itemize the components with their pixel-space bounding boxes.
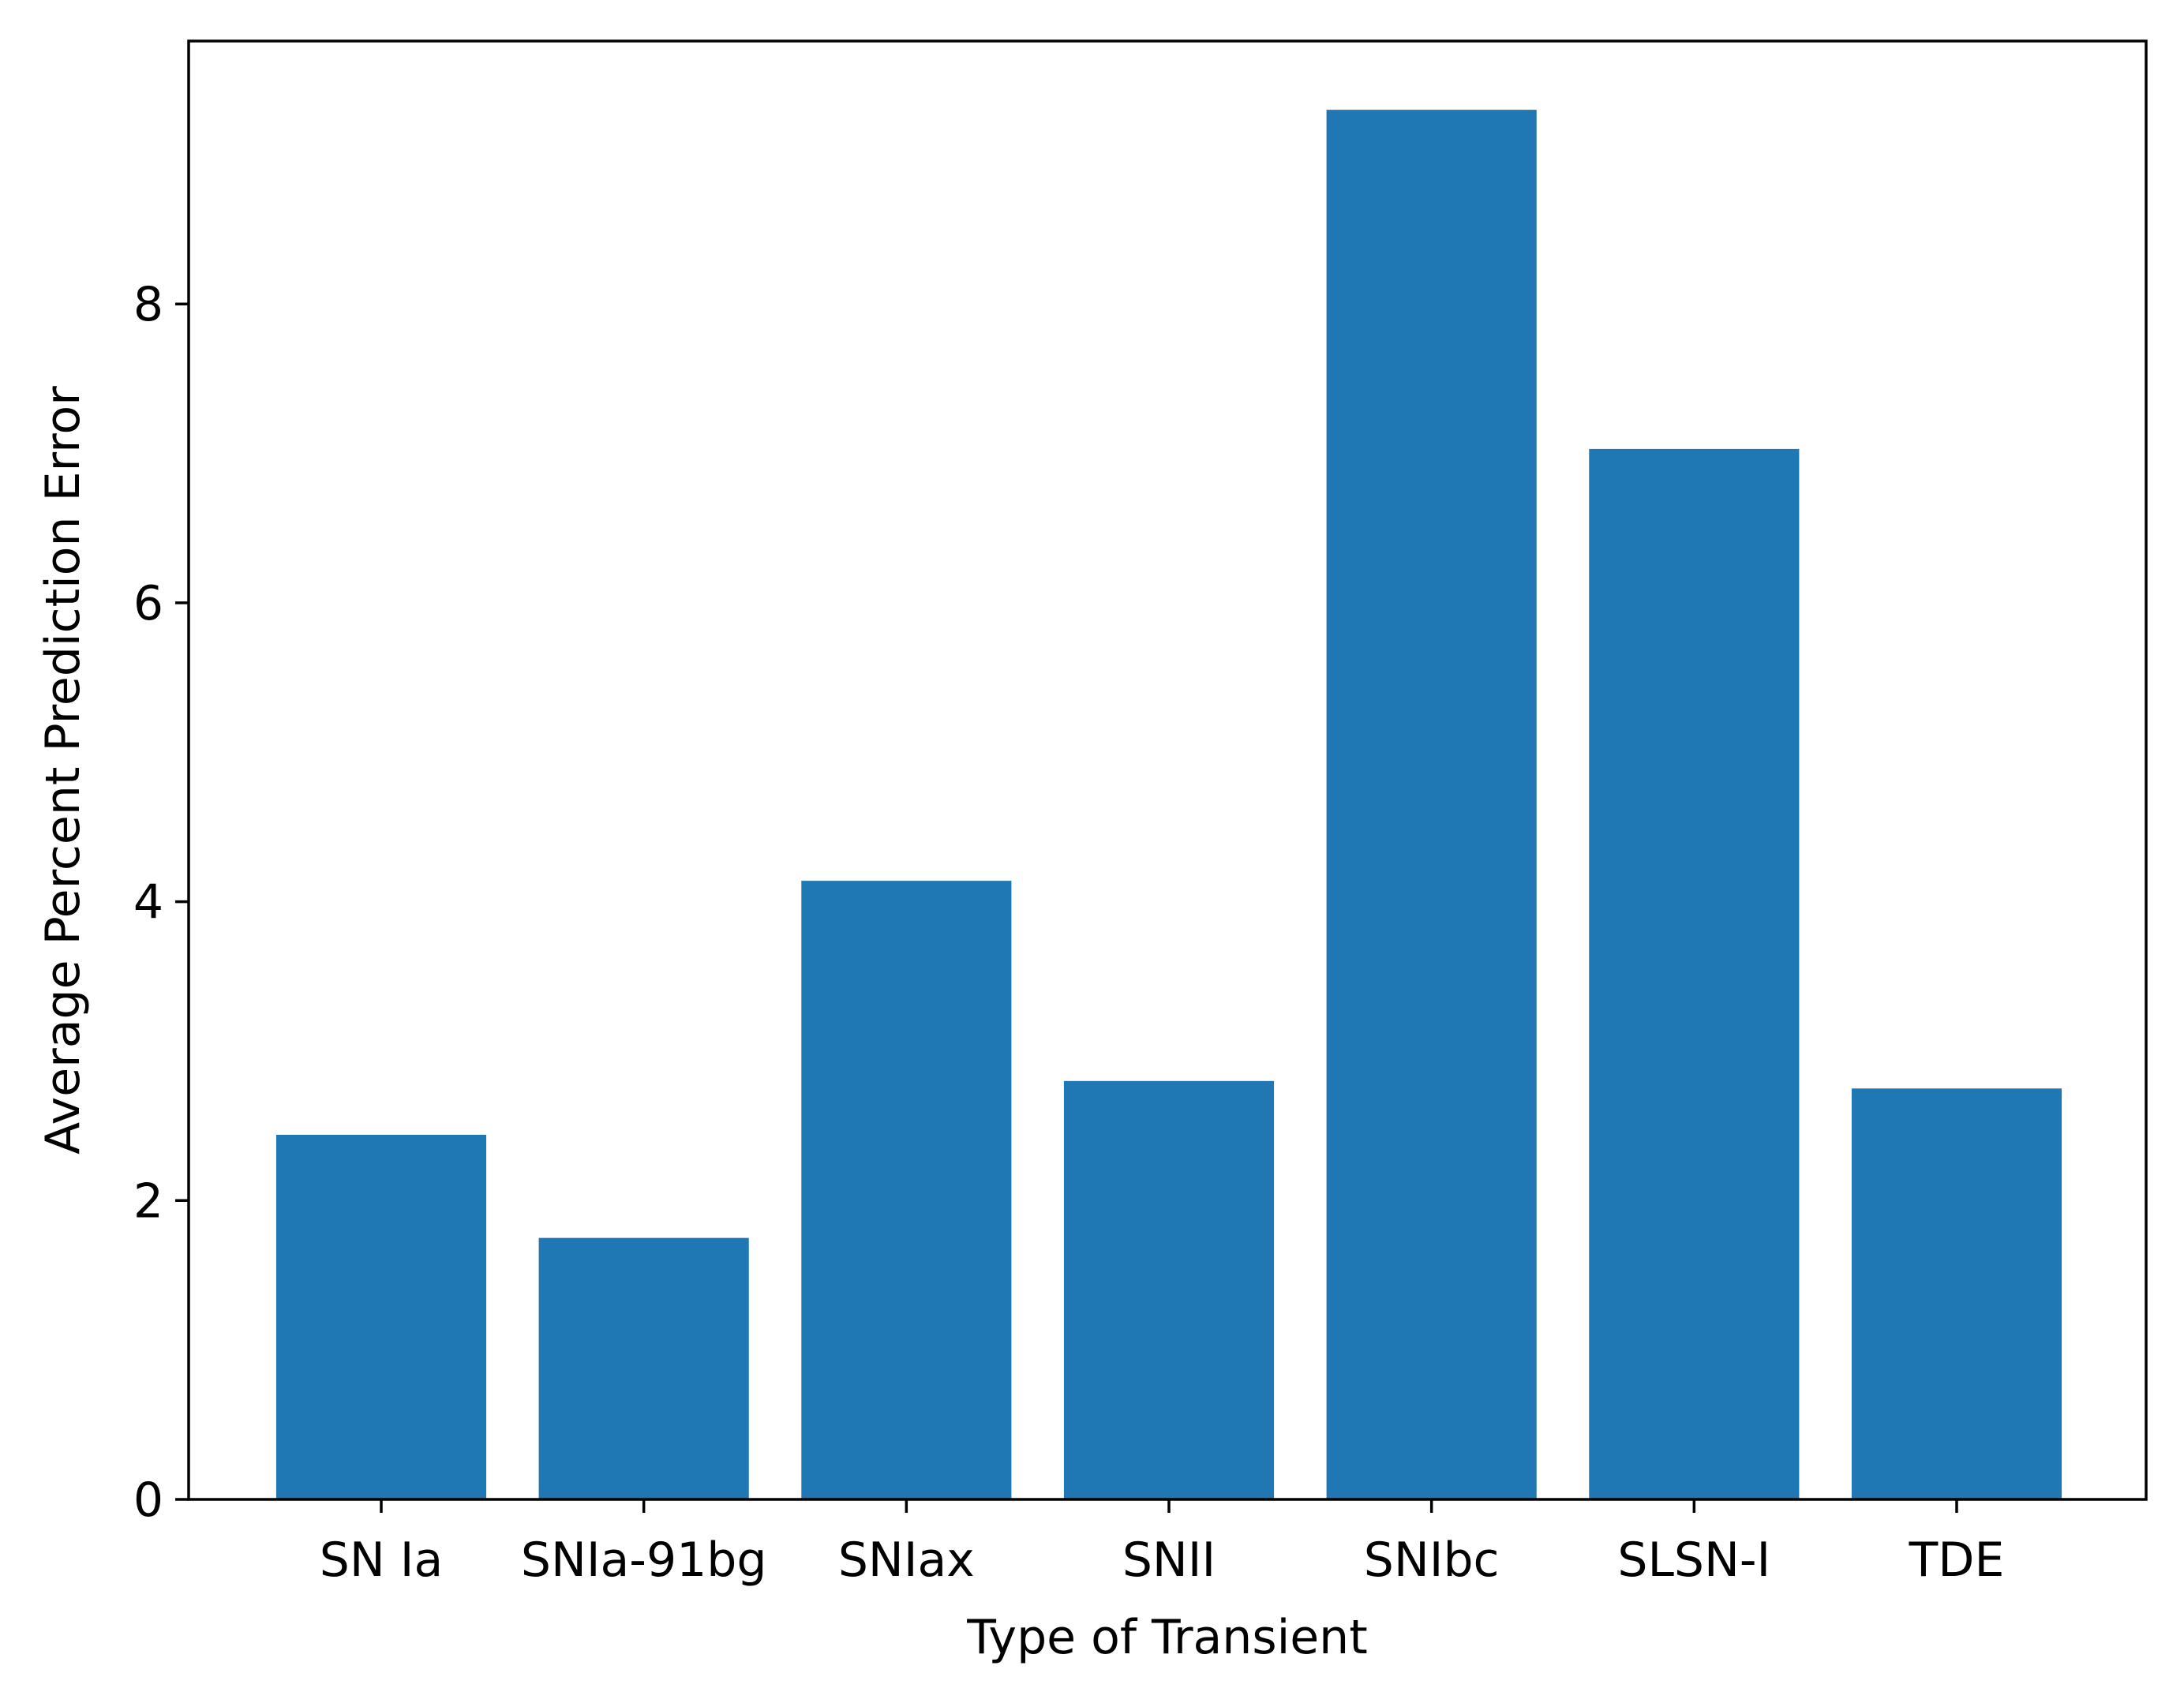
x-tick-label-5: SLSN-I <box>1617 1533 1770 1588</box>
y-tick-label-1: 2 <box>133 1173 163 1229</box>
x-tick-label-3: SNII <box>1122 1533 1216 1588</box>
x-tick-label-2: SNIax <box>838 1533 975 1588</box>
bar-6 <box>1851 1088 2062 1499</box>
bar-2 <box>801 881 1012 1499</box>
plot-frame <box>187 39 2148 1501</box>
bar-3 <box>1063 1080 1275 1499</box>
y-tick-label-4: 8 <box>133 277 163 332</box>
bar-0 <box>275 1135 487 1499</box>
x-tick-label-4: SNIbc <box>1364 1533 1500 1588</box>
y-tick-label-0: 0 <box>133 1473 163 1528</box>
bars <box>275 110 2062 1499</box>
y-tick-label-3: 6 <box>133 576 163 631</box>
x-tick-label-6: TDE <box>1909 1533 2005 1588</box>
y-tick-label-2: 4 <box>133 875 163 930</box>
x-tick-label-1: SNIa-91bg <box>521 1533 767 1588</box>
bar-5 <box>1589 448 1800 1499</box>
x-ticks: SN Ia SNIa-91bg SNIax SNII SNIbc SLSN-I TDE <box>320 1499 2005 1588</box>
bar-4 <box>1326 110 1537 1499</box>
bar-1 <box>538 1237 749 1499</box>
x-axis-title: Type of Transient <box>966 1610 1367 1665</box>
y-axis-title: Average Percent Prediction Error <box>36 386 91 1155</box>
y-ticks: 0 2 4 6 8 <box>133 277 189 1528</box>
x-tick-label-0: SN Ia <box>320 1533 444 1588</box>
